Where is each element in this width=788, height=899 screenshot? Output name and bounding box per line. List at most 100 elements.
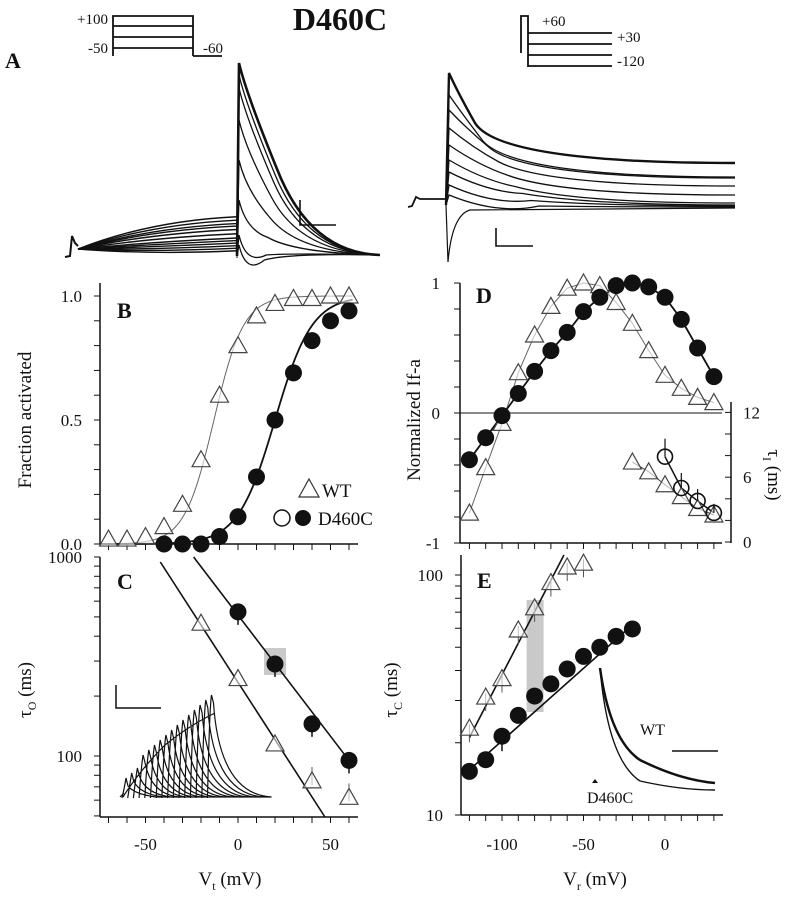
d460c-point — [656, 288, 674, 306]
d460c-point — [266, 655, 284, 673]
panel-e-chart: 10 100 -100 -50 0 Vr (mV) τC (ms) — [381, 552, 723, 893]
legend-d460c-filled-marker — [295, 510, 311, 526]
wt-point — [116, 528, 138, 547]
deactivation-trace — [445, 143, 736, 206]
d460c-point — [526, 362, 544, 380]
d460c-point — [285, 364, 302, 382]
tail-trace — [236, 74, 381, 257]
activation-trace — [77, 233, 238, 250]
panel-c-chart: 100 1000 -50 0 50 Vt (mV) τO (ms) — [15, 548, 360, 893]
d460c-point — [248, 468, 265, 486]
tail-trace — [236, 244, 381, 266]
panel-c-label: C — [117, 569, 133, 594]
scale-bar — [299, 200, 336, 226]
d460c-point — [607, 627, 625, 645]
y-tick-label: 100 — [418, 566, 444, 585]
wt-point — [557, 277, 578, 296]
wt-point — [524, 324, 545, 343]
wt-point — [190, 449, 212, 468]
d460c-point — [558, 660, 576, 678]
d460c-point — [211, 528, 228, 546]
inset-scale-bar — [115, 685, 161, 709]
deactivation-trace — [445, 93, 736, 206]
inward-trace — [445, 204, 736, 263]
panel-e-ylabel: τC (ms) — [381, 662, 405, 717]
x-tick-label: -100 — [486, 835, 517, 854]
panel-b-chart: 0.0 0.5 1.0 — [61, 283, 360, 554]
wt-point — [573, 552, 594, 571]
wt-point — [172, 494, 193, 512]
inset-marker — [592, 779, 598, 783]
d460c-tau-point — [672, 479, 690, 497]
current-traces-activation — [64, 62, 381, 266]
protocol-label-minus50: -50 — [88, 41, 108, 57]
legend-d460c-label: D460C — [318, 509, 373, 530]
legend-wt-label: WT — [322, 481, 352, 502]
right-voltage-protocol — [520, 15, 612, 67]
wt-point — [338, 285, 360, 304]
d460c-point — [340, 751, 358, 769]
tail-trace — [236, 199, 381, 257]
wt-point — [301, 770, 323, 789]
wt-point — [209, 384, 230, 403]
wt-point — [654, 365, 676, 383]
activation-trace — [77, 228, 238, 250]
wt-point — [153, 516, 175, 535]
wt-point — [227, 668, 249, 687]
legend: WT D460C — [273, 477, 373, 530]
wt-point — [246, 305, 267, 324]
inset-d460c-label: D460C — [587, 790, 633, 807]
y-tick-label: 10 — [426, 806, 443, 825]
d460c-point — [623, 620, 641, 638]
d460c-tau-point — [689, 492, 706, 510]
d460c-point — [640, 278, 658, 296]
tail-trace — [235, 62, 381, 257]
wt-point — [475, 457, 496, 476]
inset-wt-label: WT — [640, 722, 665, 739]
y-tick-label: 1 — [432, 274, 441, 293]
y-tick-label: 1.0 — [61, 287, 82, 306]
d460c-point — [623, 274, 641, 292]
d460c-point — [322, 312, 339, 330]
d460c-point — [542, 675, 560, 693]
wt-point — [227, 335, 249, 354]
x-tick-label: 0 — [234, 835, 243, 854]
panel-c-ylabel: τO (ms) — [15, 662, 39, 718]
x-tick-label: -50 — [572, 835, 595, 854]
legend-wt-marker — [297, 477, 321, 498]
d460c-point — [303, 332, 321, 350]
wt-point — [524, 597, 545, 616]
wt-tau-point — [622, 451, 643, 470]
d460c-point — [558, 323, 576, 341]
highlight-box — [526, 600, 544, 712]
activation-trace — [77, 216, 238, 250]
wt-point — [459, 502, 480, 521]
deactivation-trace — [445, 108, 736, 206]
d460c-point — [229, 603, 247, 621]
wt-point — [283, 288, 304, 307]
legend-d460c-open-marker — [273, 509, 291, 527]
wt-point — [459, 717, 480, 736]
protocol-label-minus120: -120 — [617, 54, 645, 70]
wt-point — [320, 285, 341, 304]
trace-prepulse — [64, 235, 79, 258]
d460c-point — [266, 411, 284, 429]
right-y-tick-label: 12 — [743, 403, 760, 422]
deactivation-trace — [445, 126, 736, 206]
wt-point — [190, 612, 212, 631]
d460c-point — [192, 535, 210, 553]
x-tick-label: -50 — [134, 835, 157, 854]
protocol-label-minus60: -60 — [203, 41, 223, 57]
panel-d-label: D — [476, 283, 492, 308]
scale-bar — [495, 228, 533, 247]
panel-b-ylabel: Fraction activated — [15, 351, 36, 488]
protocol-label-plus100: +100 — [77, 12, 108, 28]
panel-d-right-ylabel: τI (ms) — [760, 449, 784, 500]
y-tick-label: 0 — [432, 404, 441, 423]
wt-point — [264, 733, 286, 752]
inset-d460c-trace — [599, 667, 716, 791]
wt-fit-line — [159, 561, 326, 818]
deactivation-trace — [445, 184, 736, 207]
d460c-point — [575, 303, 592, 321]
